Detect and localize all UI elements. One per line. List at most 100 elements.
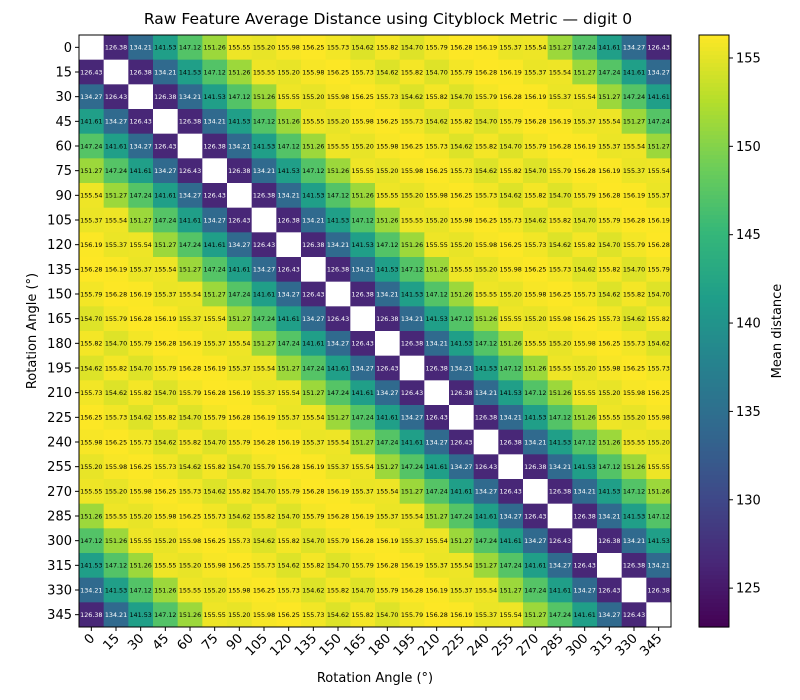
heatmap-cell bbox=[153, 405, 179, 431]
cell-value-label: 134.27 bbox=[499, 512, 521, 520]
heatmap-cell bbox=[597, 479, 623, 505]
cell-value-label: 155.79 bbox=[425, 44, 447, 52]
colorbar-segment bbox=[699, 243, 729, 248]
colorbar-segment bbox=[699, 47, 729, 52]
cell-value-label: 156.19 bbox=[376, 537, 398, 545]
heatmap-cell bbox=[251, 84, 277, 110]
heatmap-cell bbox=[202, 109, 228, 135]
cell-value-label: 155.82 bbox=[327, 586, 349, 594]
heatmap-cell bbox=[177, 281, 203, 307]
heatmap-cell bbox=[103, 207, 129, 233]
colorbar-segment bbox=[699, 171, 729, 176]
heatmap-cell bbox=[350, 84, 376, 110]
cell-value-label: 155.55 bbox=[401, 216, 423, 224]
heatmap-cell bbox=[375, 479, 401, 505]
heatmap-cell bbox=[498, 35, 524, 61]
cell-value-label: 151.27 bbox=[549, 44, 571, 52]
diagonal-cell bbox=[251, 207, 277, 233]
x-tick-label: 345 bbox=[637, 631, 665, 659]
heatmap-cell bbox=[276, 84, 302, 110]
heatmap-cell bbox=[424, 553, 450, 579]
heatmap-cell bbox=[103, 355, 129, 381]
heatmap-cell bbox=[621, 133, 647, 159]
cell-value-label: 155.82 bbox=[203, 463, 225, 471]
colorbar-segment bbox=[699, 155, 729, 160]
cell-value-label: 155.37 bbox=[499, 44, 521, 52]
heatmap-cell bbox=[597, 528, 623, 554]
cell-value-label: 154.70 bbox=[598, 241, 620, 249]
cell-value-label: 151.26 bbox=[351, 192, 373, 200]
heatmap-cell bbox=[597, 503, 623, 529]
heatmap-cell bbox=[547, 35, 573, 61]
cell-value-label: 155.98 bbox=[425, 192, 447, 200]
heatmap-cell bbox=[523, 553, 549, 579]
colorbar-segment bbox=[699, 51, 729, 56]
cell-value-label: 151.27 bbox=[376, 463, 398, 471]
heatmap-cell bbox=[227, 306, 253, 332]
cell-value-label: 151.26 bbox=[277, 118, 299, 126]
cell-value-label: 155.82 bbox=[80, 340, 102, 348]
cell-value-label: 151.26 bbox=[623, 463, 645, 471]
cell-value-label: 155.98 bbox=[623, 389, 645, 397]
y-tick-label: 180 bbox=[47, 337, 72, 352]
heatmap-cell bbox=[128, 232, 154, 258]
cell-value-label: 155.37 bbox=[179, 315, 201, 323]
heatmap-cell bbox=[325, 158, 351, 184]
cell-value-label: 126.38 bbox=[623, 562, 645, 570]
cell-value-label: 141.53 bbox=[573, 463, 595, 471]
heatmap-cell bbox=[301, 405, 327, 431]
cell-value-label: 141.61 bbox=[105, 142, 127, 150]
heatmap-cell bbox=[153, 59, 179, 85]
colorbar-segment bbox=[699, 623, 729, 628]
cell-value-label: 151.26 bbox=[376, 216, 398, 224]
heatmap-cell bbox=[523, 281, 549, 307]
heatmap-cell bbox=[177, 405, 203, 431]
cell-value-label: 134.21 bbox=[105, 611, 127, 619]
cell-value-label: 126.43 bbox=[401, 389, 423, 397]
heatmap-cell bbox=[523, 232, 549, 258]
cell-value-label: 141.53 bbox=[376, 266, 398, 274]
colorbar-segment bbox=[699, 451, 729, 456]
heatmap-cell bbox=[424, 207, 450, 233]
cell-value-label: 156.19 bbox=[154, 315, 176, 323]
heatmap-cell bbox=[572, 405, 598, 431]
diagonal-cell bbox=[301, 257, 327, 283]
cell-value-label: 155.79 bbox=[154, 364, 176, 372]
cell-value-label: 134.21 bbox=[647, 562, 669, 570]
cell-value-label: 141.61 bbox=[598, 44, 620, 52]
heatmap-cell bbox=[572, 553, 598, 579]
heatmap-cell bbox=[473, 158, 499, 184]
cell-value-label: 156.25 bbox=[277, 611, 299, 619]
cell-value-label: 155.73 bbox=[253, 562, 275, 570]
colorbar-segment bbox=[699, 435, 729, 440]
cell-value-label: 155.55 bbox=[203, 611, 225, 619]
cell-value-label: 155.20 bbox=[598, 389, 620, 397]
cell-value-label: 155.37 bbox=[623, 167, 645, 175]
heatmap-cell bbox=[572, 281, 598, 307]
cell-value-label: 155.37 bbox=[450, 586, 472, 594]
colorbar-segment bbox=[699, 423, 729, 428]
heatmap-cell bbox=[177, 553, 203, 579]
heatmap-cell bbox=[128, 429, 154, 455]
cell-value-label: 126.38 bbox=[475, 414, 497, 422]
heatmap-cell bbox=[523, 331, 549, 357]
heatmap-cell bbox=[449, 602, 475, 628]
x-tick-label: 315 bbox=[588, 631, 616, 659]
cell-value-label: 155.20 bbox=[154, 537, 176, 545]
cell-value-label: 155.37 bbox=[80, 216, 102, 224]
cell-value-label: 156.19 bbox=[475, 44, 497, 52]
heatmap-cell bbox=[375, 109, 401, 135]
cell-value-label: 155.20 bbox=[179, 562, 201, 570]
cell-value-label: 134.27 bbox=[154, 167, 176, 175]
cell-value-label: 156.28 bbox=[376, 562, 398, 570]
cell-value-label: 147.12 bbox=[450, 315, 472, 323]
cell-value-label: 154.62 bbox=[327, 611, 349, 619]
colorbar-segment bbox=[699, 535, 729, 540]
heatmap-cell bbox=[449, 503, 475, 529]
diagonal-cell bbox=[202, 158, 228, 184]
cell-value-label: 126.38 bbox=[154, 93, 176, 101]
cell-value-label: 155.20 bbox=[376, 167, 398, 175]
cell-value-label: 141.53 bbox=[277, 167, 299, 175]
colorbar-segment bbox=[699, 379, 729, 384]
heatmap-cell bbox=[572, 59, 598, 85]
